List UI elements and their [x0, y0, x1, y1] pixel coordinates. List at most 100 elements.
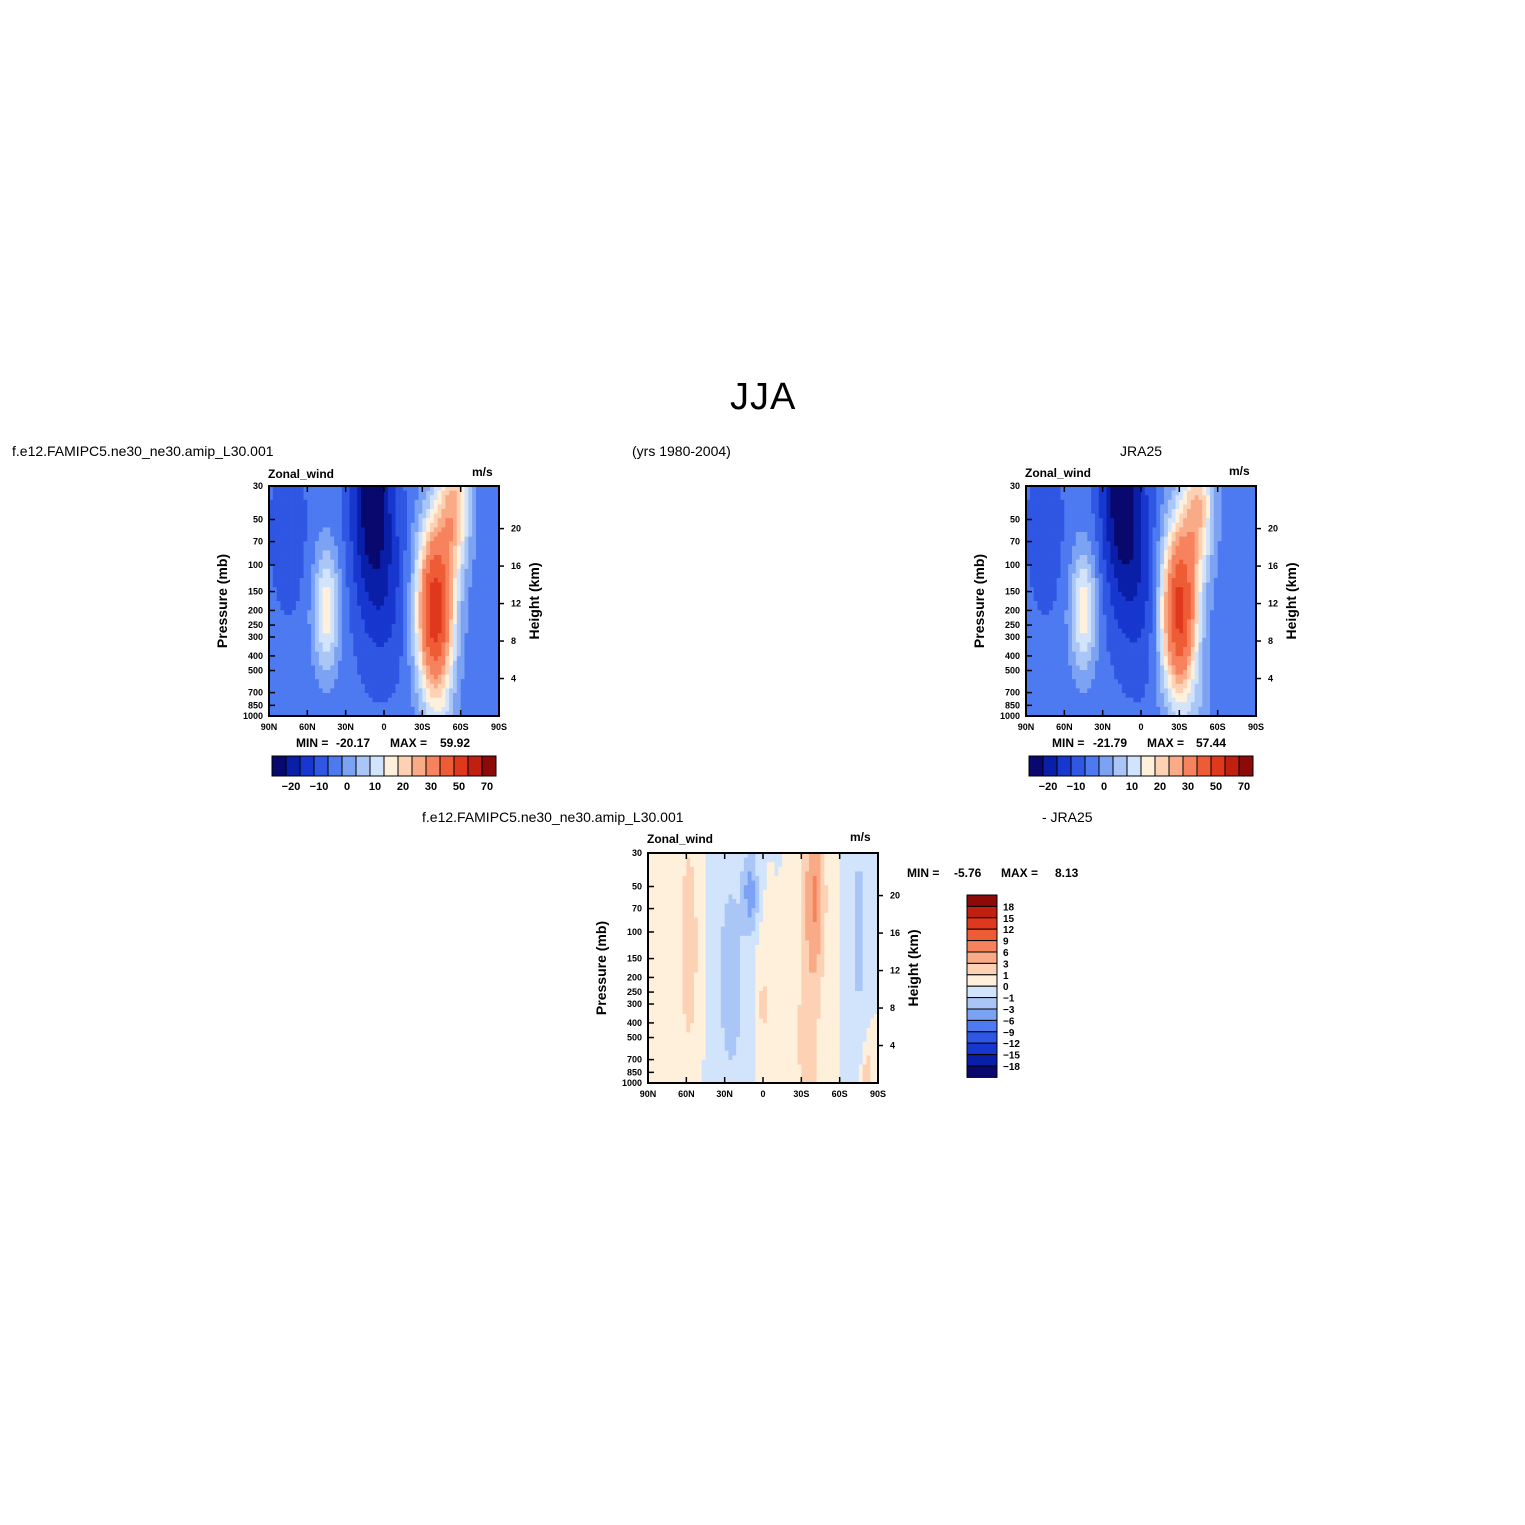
panel-obs-cell: [1087, 679, 1092, 685]
panel-model-cell: [353, 628, 358, 634]
panel-model-cell: [437, 527, 442, 533]
panel-model-cell: [445, 518, 450, 524]
panel-obs-cell: [1026, 550, 1031, 556]
panel-model-cell: [322, 559, 327, 565]
panel-obs-cell: [1160, 660, 1165, 666]
panel-model-cell: [476, 660, 481, 666]
panel-model-cell: [288, 499, 293, 505]
panel-model-cell: [460, 610, 465, 616]
panel-obs-cell: [1064, 660, 1069, 666]
panel-model-cell: [399, 522, 404, 528]
panel-model-cell: [345, 490, 350, 496]
panel-model-cell: [399, 527, 404, 533]
panel-model-cell: [372, 665, 377, 671]
panel-model-cell: [284, 490, 289, 496]
panel-model-cell: [276, 610, 281, 616]
panel-model-cell: [430, 697, 435, 703]
panel-model-cell: [472, 486, 477, 491]
panel-model-cell: [395, 582, 400, 588]
panel-model-cell: [338, 628, 343, 634]
panel-model-cell: [334, 550, 339, 556]
panel-model-cell: [403, 614, 408, 620]
panel-obs-cell: [1079, 490, 1084, 496]
panel-model-cell: [318, 499, 324, 505]
panel-model-cell: [376, 591, 381, 597]
panel-model-cell: [334, 601, 339, 606]
panel-obs-cell: [1033, 670, 1038, 675]
panel-model-colorbar-swatch: [369, 755, 385, 777]
panel-obs-cell: [1056, 693, 1061, 698]
panel-model-cell: [361, 559, 366, 565]
panel-model-cell: [430, 536, 435, 542]
panel-model-cell: [280, 633, 285, 639]
panel-model-cell: [441, 693, 446, 698]
panel-model-cell: [491, 578, 496, 583]
panel-model-cell: [479, 564, 485, 570]
panel-model-cell: [464, 651, 469, 657]
panel-model-cell: [341, 697, 347, 703]
panel-model-cell: [326, 541, 331, 547]
panel-model-cell: [437, 670, 442, 675]
panel-model-cell: [468, 527, 473, 533]
panel-model-cell: [460, 637, 465, 643]
panel-model-cell: [460, 564, 465, 570]
panel-obs-cell: [1160, 495, 1165, 501]
panel-obs-cell: [1167, 522, 1173, 528]
panel-obs-cell: [1072, 532, 1077, 537]
panel-model-cell: [292, 578, 297, 583]
panel-model-cell: [487, 573, 492, 579]
panel-obs-cell: [1049, 619, 1054, 625]
panel-obs-cell: [1033, 665, 1038, 671]
panel-model-cell: [387, 711, 393, 717]
panel-obs-cell: [1133, 660, 1138, 666]
panel-obs-cell: [1144, 527, 1150, 533]
panel-obs-cell: [1118, 522, 1123, 528]
panel-model-cell: [284, 637, 289, 643]
panel-model-cell: [479, 532, 485, 537]
panel-obs-cell: [1160, 490, 1165, 496]
panel-obs-cell: [1098, 545, 1104, 551]
panel-obs-cell: [1129, 541, 1134, 547]
panel-model-cell: [276, 706, 281, 712]
panel-obs-cell: [1060, 518, 1065, 524]
panel-obs-cell: [1091, 642, 1096, 648]
panel-model-cell: [437, 683, 442, 689]
panel-model-cell: [414, 702, 419, 708]
panel-model-cell: [276, 518, 281, 524]
panel-obs-cell: [1029, 601, 1035, 606]
panel-obs-cell: [1118, 495, 1123, 501]
panel-model-cell: [391, 596, 396, 602]
panel-obs-cell: [1144, 486, 1150, 491]
panel-obs-cell: [1052, 647, 1058, 652]
panel-obs-cell: [1060, 527, 1065, 533]
panel-model-cell: [430, 674, 435, 680]
panel-model-cell: [269, 647, 274, 652]
panel-model-cell: [430, 610, 435, 616]
panel-model-cell: [483, 605, 488, 611]
panel-model-cell: [376, 693, 381, 698]
panel-obs-cell: [1029, 499, 1035, 505]
panel-model-cell: [280, 642, 285, 648]
panel-model-cell: [437, 522, 442, 528]
panel-model-cell: [418, 628, 423, 634]
panel-model-cell: [272, 605, 278, 611]
panel-model-cell: [414, 596, 419, 602]
panel-model-cell: [433, 697, 439, 703]
panel-model-cell: [357, 665, 362, 671]
panel-obs-cell: [1049, 587, 1054, 593]
panel-obs-cell: [1152, 711, 1157, 717]
panel-model-cell: [407, 596, 412, 602]
panel-model-cell: [269, 591, 274, 597]
panel-model-cell: [483, 578, 488, 583]
panel-model-cell: [334, 702, 339, 708]
panel-obs-cell: [1072, 642, 1077, 648]
panel-obs-cell: [1137, 527, 1142, 533]
panel-model-cell: [322, 688, 327, 694]
panel-obs-cell: [1133, 679, 1138, 685]
panel-obs-cell: [1075, 522, 1081, 528]
panel-model-cell: [364, 656, 370, 662]
panel-model-cell: [487, 610, 492, 616]
panel-model-cell: [322, 711, 327, 717]
panel-model-cell: [364, 591, 370, 597]
panel-obs-cell: [1091, 679, 1096, 685]
